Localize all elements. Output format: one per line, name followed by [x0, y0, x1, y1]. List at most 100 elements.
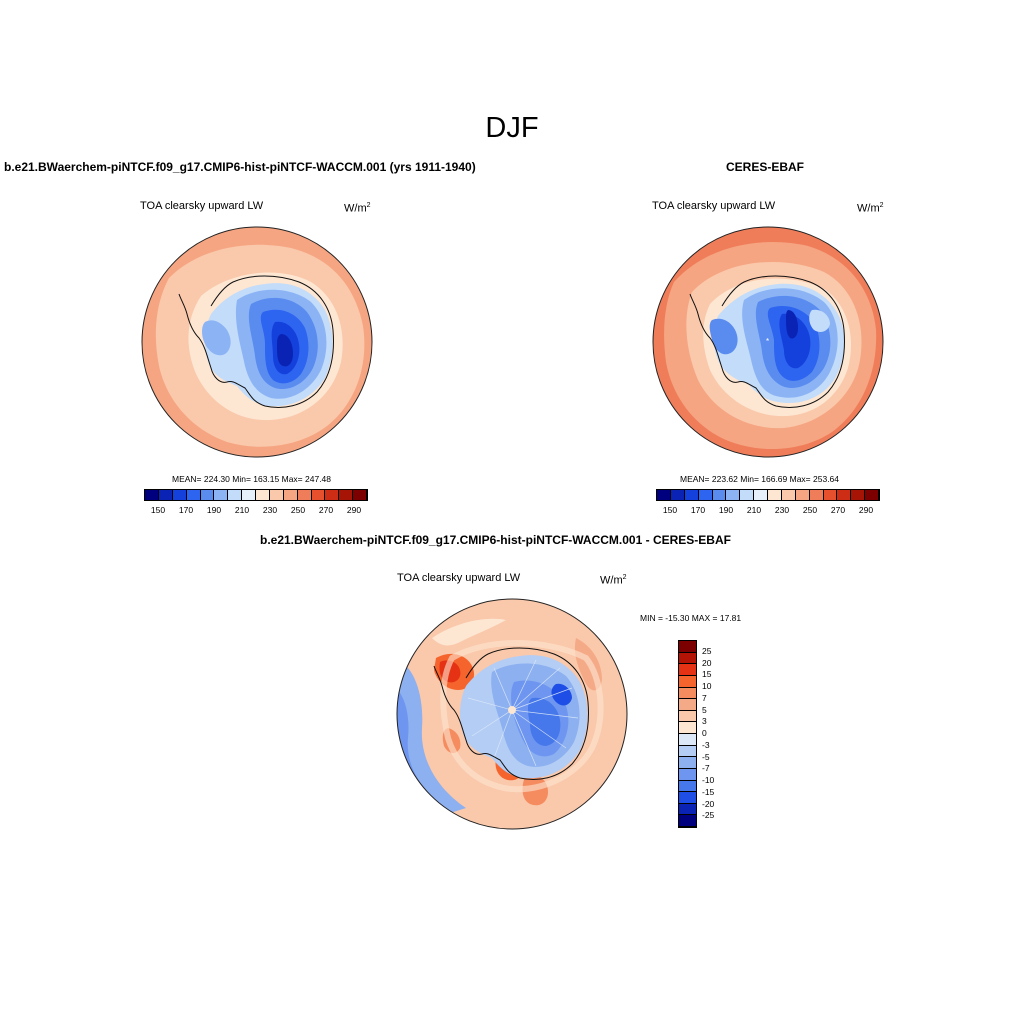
panel-2-stats: MEAN= 223.62 Min= 166.69 Max= 253.64	[680, 474, 840, 484]
colorbar-swatch	[679, 792, 696, 804]
colorbar-swatch	[740, 490, 755, 500]
panel-2-colorbar	[656, 489, 880, 501]
colorbar-swatch	[214, 490, 229, 500]
panel-1-polar-map	[141, 226, 373, 458]
colorbar-tick-label: 190	[718, 505, 734, 515]
colorbar-swatch	[311, 490, 326, 500]
panel-2-units: W/m2	[857, 202, 884, 215]
panel-1-colorbar-ticks: 150 170 190 210 230 250 270 290	[144, 505, 368, 517]
colorbar-tick-label: -7	[702, 763, 710, 774]
colorbar-tick-label: 290	[346, 505, 362, 515]
colorbar-swatch	[679, 641, 696, 653]
colorbar-swatch	[679, 803, 696, 816]
colorbar-tick-label: 3	[702, 716, 707, 727]
svg-text:*: *	[766, 337, 769, 346]
panel-2-colorbar-ticks: 150 170 190 210 230 250 270 290	[656, 505, 880, 517]
colorbar-tick-label: 210	[234, 505, 250, 515]
colorbar-swatch	[242, 490, 256, 500]
colorbar-swatch	[679, 815, 696, 827]
colorbar-swatch	[679, 734, 696, 746]
panel-3-stats: MIN = -15.30 MAX = 17.81	[640, 613, 742, 623]
colorbar-tick-label: -5	[702, 751, 710, 762]
colorbar-swatch	[353, 490, 367, 500]
colorbar-swatch	[679, 722, 696, 734]
colorbar-swatch	[325, 490, 340, 500]
colorbar-swatch	[256, 490, 270, 500]
colorbar-swatch	[823, 490, 838, 500]
colorbar-tick-label: 7	[702, 692, 707, 703]
colorbar-swatch	[679, 757, 696, 769]
colorbar-tick-label: 290	[858, 505, 874, 515]
colorbar-tick-label: 250	[802, 505, 818, 515]
panel-1-title: b.e21.BWaerchem-piNTCF.f09_g17.CMIP6-his…	[4, 160, 476, 174]
colorbar-tick-label: 170	[690, 505, 706, 515]
colorbar-tick-label: 170	[178, 505, 194, 515]
colorbar-tick-label: 190	[206, 505, 222, 515]
colorbar-tick-label: -20	[702, 798, 715, 809]
colorbar-swatch	[670, 490, 685, 500]
panel-3-colorbar-ticks: 25 20 15 10 7 5 3 0 -3 -5 -7 -10 -15 -20 -25	[702, 640, 742, 828]
panel-1-stats: MEAN= 224.30 Min= 163.15 Max= 247.48	[172, 474, 332, 484]
colorbar-tick-label: 230	[262, 505, 278, 515]
colorbar-swatch	[679, 652, 696, 665]
panel-2-title: CERES-EBAF	[726, 160, 805, 174]
colorbar-swatch	[269, 490, 284, 500]
colorbar-tick-label: 270	[830, 505, 846, 515]
panel-1-colorbar	[144, 489, 368, 501]
colorbar-swatch	[679, 780, 696, 793]
colorbar-tick-label: -10	[702, 775, 715, 785]
colorbar-tick-label: 10	[702, 681, 712, 691]
colorbar-swatch	[809, 490, 824, 500]
colorbar-tick-label: 15	[702, 669, 712, 680]
colorbar-swatch	[781, 490, 796, 500]
panel-1-variable-label: TOA clearsky upward LW	[140, 200, 264, 212]
colorbar-swatch	[145, 490, 159, 500]
colorbar-swatch	[679, 664, 696, 676]
colorbar-swatch	[679, 710, 696, 723]
colorbar-tick-label: 150	[150, 505, 166, 515]
panel-2-variable-label: TOA clearsky upward LW	[652, 200, 776, 212]
panel-1-units: W/m2	[344, 202, 371, 215]
page-title: DJF	[485, 112, 539, 144]
colorbar-swatch	[186, 490, 201, 500]
colorbar-swatch	[339, 490, 354, 500]
colorbar-swatch	[679, 699, 696, 711]
panel-3-title: b.e21.BWaerchem-piNTCF.f09_g17.CMIP6-his…	[260, 533, 731, 547]
colorbar-swatch	[726, 490, 741, 500]
colorbar-tick-label: 20	[702, 657, 712, 668]
colorbar-swatch	[712, 490, 727, 500]
colorbar-swatch	[657, 490, 671, 500]
colorbar-swatch	[795, 490, 810, 500]
colorbar-swatch	[684, 490, 699, 500]
colorbar-tick-label: 230	[774, 505, 790, 515]
colorbar-tick-label: 210	[746, 505, 762, 515]
colorbar-tick-label: 270	[318, 505, 334, 515]
colorbar-tick-label: 25	[702, 645, 712, 656]
colorbar-swatch	[200, 490, 215, 500]
colorbar-tick-label: 0	[702, 728, 707, 738]
colorbar-swatch	[228, 490, 243, 500]
colorbar-swatch	[698, 490, 713, 500]
colorbar-swatch	[837, 490, 852, 500]
colorbar-swatch	[768, 490, 782, 500]
colorbar-swatch	[297, 490, 312, 500]
colorbar-swatch	[172, 490, 187, 500]
panel-3-units: W/m2	[600, 574, 627, 587]
colorbar-tick-label: -25	[702, 810, 715, 821]
panel-3-polar-map	[396, 598, 628, 830]
colorbar-tick-label: -15	[702, 786, 715, 797]
colorbar-swatch	[851, 490, 866, 500]
colorbar-swatch	[679, 768, 696, 781]
colorbar-swatch	[158, 490, 173, 500]
panel-2-polar-map: *	[652, 226, 884, 458]
colorbar-tick-label: -3	[702, 739, 710, 750]
colorbar-swatch	[865, 490, 879, 500]
colorbar-swatch	[679, 687, 696, 700]
colorbar-tick-label: 150	[662, 505, 678, 515]
colorbar-swatch	[754, 490, 768, 500]
panel-3-colorbar	[678, 640, 697, 828]
colorbar-swatch	[679, 745, 696, 758]
colorbar-swatch	[283, 490, 298, 500]
panel-3-variable-label: TOA clearsky upward LW	[397, 572, 521, 584]
colorbar-tick-label: 5	[702, 704, 707, 715]
